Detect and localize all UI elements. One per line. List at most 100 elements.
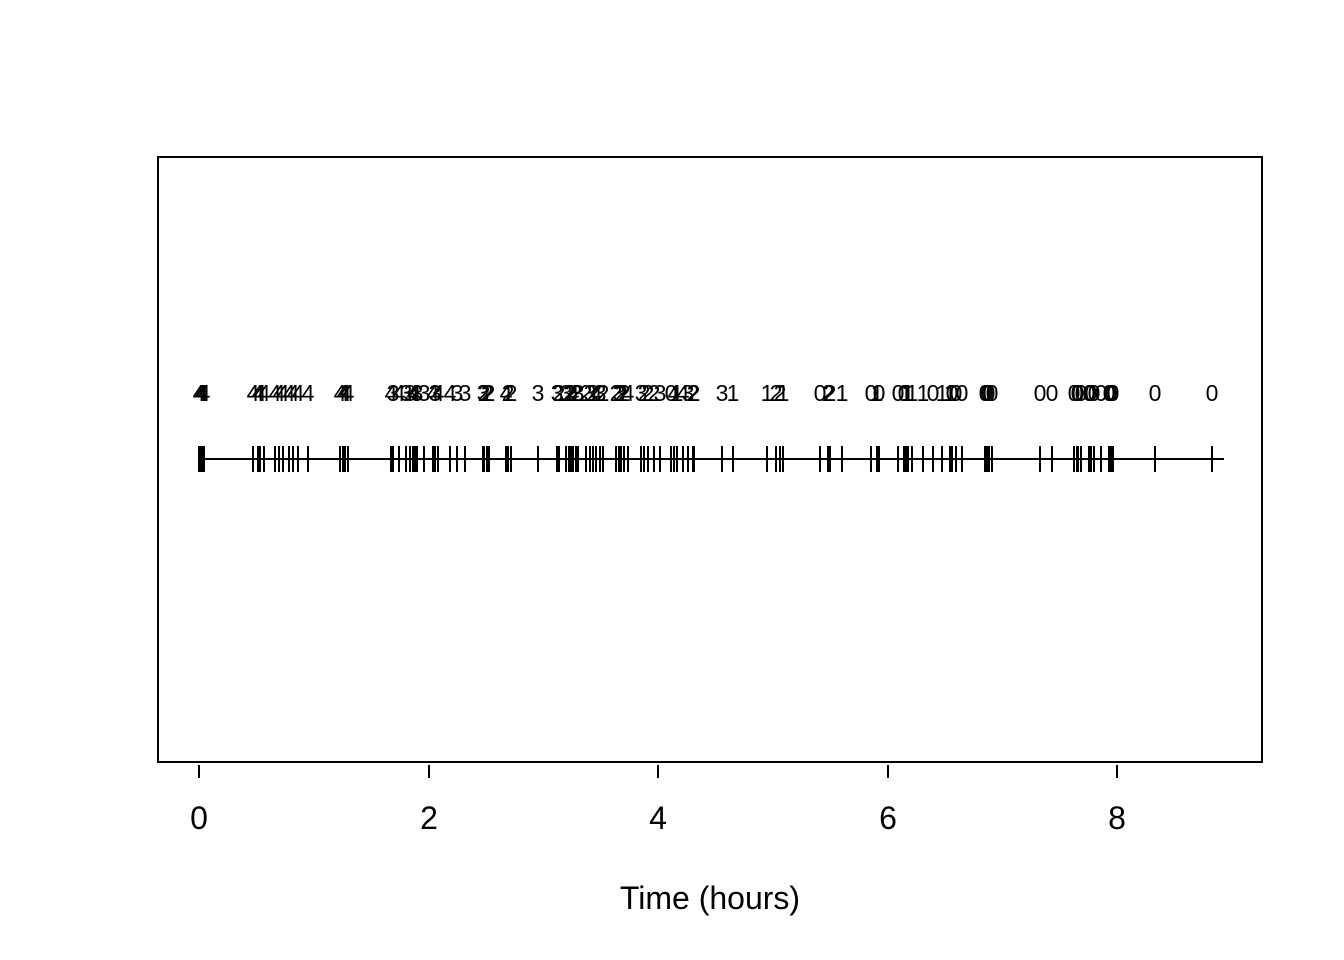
- event-count-label: 0: [926, 380, 940, 406]
- event-tick: [922, 446, 924, 472]
- event-tick: [1093, 446, 1095, 472]
- event-count-label: 4: [392, 380, 406, 406]
- x-axis-tick-label: 8: [1108, 800, 1126, 836]
- event-tick: [659, 446, 661, 472]
- event-count-label: 4: [408, 380, 422, 406]
- event-tick: [991, 446, 993, 472]
- event-count-label: 3: [476, 380, 490, 406]
- event-count-label: 4: [192, 380, 206, 406]
- event-count-label: 4: [286, 380, 300, 406]
- event-tick: [670, 446, 672, 472]
- event-count-label: 2: [641, 380, 655, 406]
- event-tick: [414, 446, 416, 472]
- event-tick: [342, 446, 344, 472]
- event-count-label: 4: [246, 380, 260, 406]
- event-count-label: 1: [670, 380, 684, 406]
- event-count-label: 1: [899, 380, 913, 406]
- event-tick: [288, 446, 290, 472]
- event-count-label: 0: [982, 380, 996, 406]
- event-count-label: 2: [586, 380, 600, 406]
- event-count-label: 4: [341, 380, 355, 406]
- event-count-label: 4: [621, 380, 635, 406]
- event-tick: [409, 446, 411, 472]
- event-count-label: 0: [955, 380, 969, 406]
- event-tick: [339, 446, 341, 472]
- event-tick: [673, 446, 675, 472]
- event-count-label: 4: [253, 380, 267, 406]
- event-tick: [292, 446, 294, 472]
- x-axis-tick: [657, 765, 659, 778]
- x-axis-title: Time (hours): [619, 880, 801, 916]
- event-count-label: 0: [872, 380, 886, 406]
- event-tick: [556, 446, 558, 472]
- event-tick: [449, 446, 451, 472]
- event-count-label: 3: [612, 380, 626, 406]
- event-count-label: 0: [864, 380, 878, 406]
- event-tick: [392, 446, 394, 472]
- event-tick: [398, 446, 400, 472]
- event-count-label: 2: [686, 380, 700, 406]
- event-count-label: 0: [1104, 380, 1118, 406]
- event-count-label: 0: [978, 380, 992, 406]
- event-tick: [486, 446, 488, 472]
- event-count-label: 0: [1067, 380, 1081, 406]
- event-tick: [416, 446, 418, 472]
- event-tick: [647, 446, 649, 472]
- event-count-label: 0: [1082, 380, 1096, 406]
- event-tick: [203, 446, 205, 472]
- event-tick: [599, 446, 601, 472]
- event-count-label: 1: [901, 380, 915, 406]
- event-count-label: 3: [571, 380, 585, 406]
- rug-baseline: [199, 458, 1224, 460]
- event-tick: [464, 446, 466, 472]
- event-tick: [257, 446, 259, 472]
- event-tick: [537, 446, 539, 472]
- event-tick: [585, 446, 587, 472]
- event-tick: [259, 446, 261, 472]
- event-tick: [263, 446, 265, 472]
- event-tick: [252, 446, 254, 472]
- event-tick: [870, 446, 872, 472]
- event-count-label: 4: [291, 380, 305, 406]
- event-count-label: 3: [681, 380, 695, 406]
- event-tick: [483, 446, 485, 472]
- event-tick: [623, 446, 625, 472]
- event-tick: [297, 446, 299, 472]
- event-count-label: 4: [272, 380, 286, 406]
- event-count-label: 2: [552, 380, 566, 406]
- event-tick: [589, 446, 591, 472]
- event-tick: [897, 446, 899, 472]
- event-count-label: 2: [647, 380, 661, 406]
- event-count-label: 0: [1106, 380, 1120, 406]
- event-tick: [775, 446, 777, 472]
- event-count-label: 4: [257, 380, 271, 406]
- event-count-label: 4: [194, 380, 208, 406]
- event-count-label: 4: [426, 380, 440, 406]
- event-tick: [640, 446, 642, 472]
- event-count-label: 0: [985, 380, 999, 406]
- event-tick: [766, 446, 768, 472]
- event-count-label: 4: [499, 380, 513, 406]
- event-count-label: 0: [897, 380, 911, 406]
- event-count-label: 4: [336, 380, 350, 406]
- event-count-label: 3: [417, 380, 431, 406]
- x-axis-tick-label: 2: [420, 800, 438, 836]
- event-count-label: 2: [564, 380, 578, 406]
- event-tick: [434, 446, 436, 472]
- event-tick: [941, 446, 943, 472]
- event-count-label: 4: [333, 380, 347, 406]
- event-count-label: 4: [282, 380, 296, 406]
- event-count-label: 0: [949, 380, 963, 406]
- event-tick: [721, 446, 723, 472]
- event-tick: [687, 446, 689, 472]
- event-tick: [955, 446, 957, 472]
- event-tick: [456, 446, 458, 472]
- event-tick: [432, 446, 434, 472]
- event-tick: [488, 446, 490, 472]
- event-count-label: 1: [905, 380, 919, 406]
- event-tick: [570, 446, 572, 472]
- event-tick: [274, 446, 276, 472]
- event-tick: [732, 446, 734, 472]
- x-axis-tick-label: 6: [879, 800, 897, 836]
